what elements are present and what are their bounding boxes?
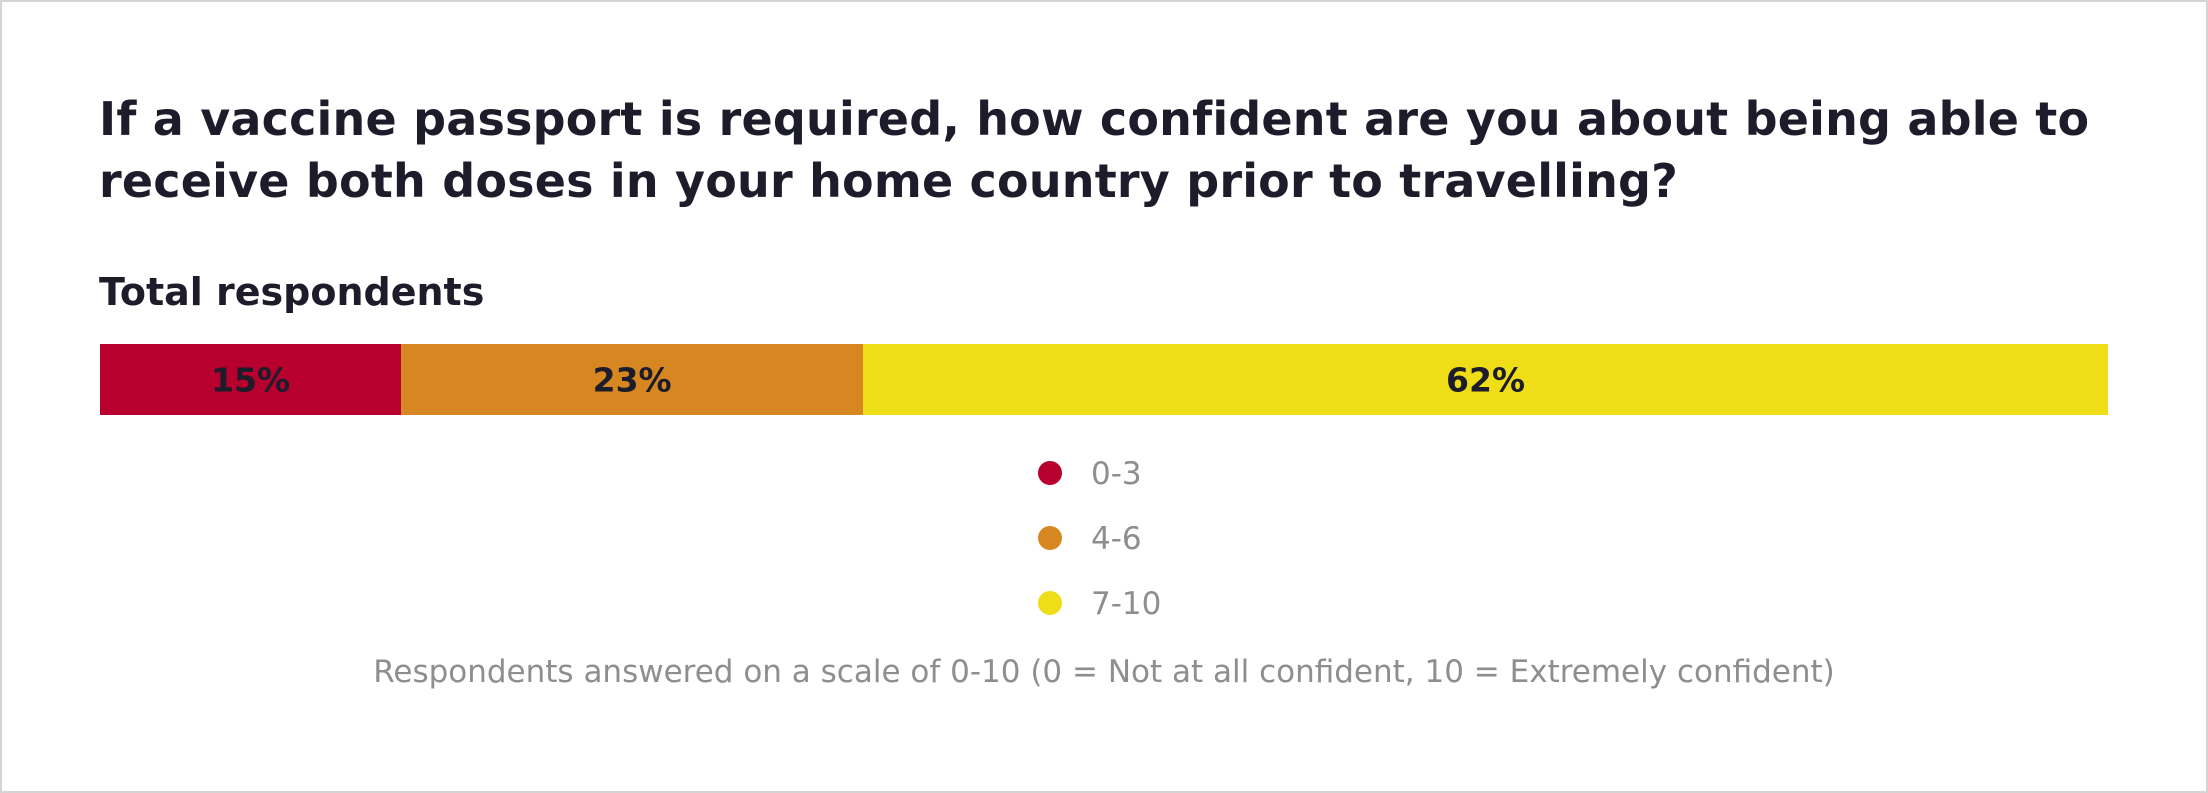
chart-subtitle: Total respondents bbox=[99, 270, 485, 314]
data-label-0-3: 15% bbox=[211, 361, 290, 400]
legend-marker-7-10 bbox=[1038, 591, 1062, 615]
data-label-4-6: 23% bbox=[593, 361, 672, 400]
legend-marker-0-3 bbox=[1038, 461, 1062, 485]
data-label-7-10: 62% bbox=[1446, 361, 1525, 400]
bar-segment-7-10 bbox=[863, 344, 2108, 415]
bar-segment-0-3 bbox=[100, 344, 402, 415]
legend-label-0-3: 0-3 bbox=[1091, 456, 1142, 492]
legend-marker-4-6 bbox=[1038, 526, 1062, 550]
scale-note: Respondents answered on a scale of 0-10 … bbox=[373, 654, 1835, 690]
bar-segment-4-6 bbox=[401, 344, 864, 415]
chart-title: If a vaccine passport is required, how c… bbox=[99, 92, 2090, 208]
legend-label-7-10: 7-10 bbox=[1091, 586, 1161, 622]
legend-label-4-6: 4-6 bbox=[1091, 521, 1142, 557]
